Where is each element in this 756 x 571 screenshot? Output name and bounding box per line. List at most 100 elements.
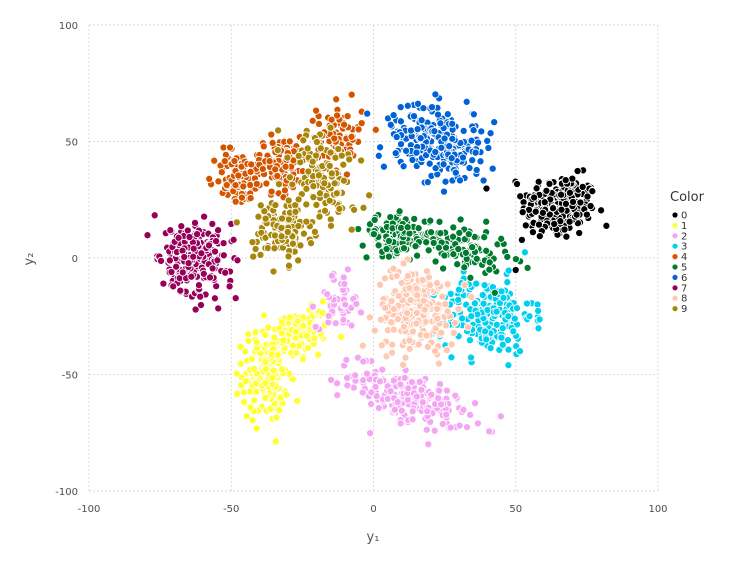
point-class-6 (439, 187, 449, 196)
point-class-7 (176, 286, 185, 295)
point-class-4 (217, 168, 226, 177)
point-class-7 (219, 239, 228, 248)
point-class-3 (466, 353, 476, 362)
legend-swatch-5 (672, 264, 678, 270)
point-class-7 (150, 211, 159, 220)
point-class-8 (420, 305, 429, 314)
point-class-5 (422, 238, 431, 247)
point-class-3 (472, 279, 481, 288)
point-class-9 (315, 212, 324, 221)
point-class-9 (294, 221, 303, 231)
point-class-4 (267, 130, 276, 139)
point-class-5 (482, 246, 491, 255)
point-class-8 (433, 314, 442, 323)
point-class-0 (512, 179, 522, 189)
x-tick-label: -100 (78, 504, 101, 515)
point-class-8 (387, 348, 397, 357)
point-class-6 (406, 126, 416, 135)
point-class-4 (205, 174, 214, 183)
point-class-6 (448, 119, 457, 128)
point-class-9 (339, 176, 348, 185)
point-class-9 (254, 212, 263, 221)
point-class-2 (397, 406, 406, 415)
point-class-9 (291, 207, 300, 216)
point-class-0 (597, 206, 606, 215)
point-class-1 (318, 297, 328, 306)
point-class-8 (405, 344, 414, 353)
point-class-2 (403, 395, 412, 404)
point-class-9 (269, 267, 278, 276)
point-class-5 (395, 207, 404, 216)
legend-label-4: 4 (681, 252, 687, 263)
point-class-1 (261, 330, 270, 339)
point-class-6 (374, 151, 383, 160)
point-class-9 (312, 137, 321, 147)
point-class-0 (530, 193, 539, 202)
point-class-9 (302, 184, 311, 193)
point-class-6 (455, 176, 465, 185)
point-class-2 (435, 386, 444, 395)
point-class-7 (174, 233, 183, 242)
point-class-8 (422, 331, 431, 340)
point-class-2 (347, 321, 356, 330)
y-tick-label: 0 (72, 254, 78, 265)
point-class-0 (565, 217, 574, 226)
point-class-6 (490, 118, 499, 127)
point-class-3 (478, 290, 487, 300)
point-class-1 (298, 355, 307, 364)
point-class-6 (471, 148, 480, 157)
point-class-1 (264, 323, 273, 332)
point-class-9 (249, 252, 258, 261)
point-class-9 (283, 153, 292, 162)
point-class-9 (277, 214, 287, 223)
point-class-9 (310, 227, 319, 236)
point-class-7 (191, 305, 200, 314)
point-class-0 (531, 207, 540, 216)
legend-label-5: 5 (681, 263, 687, 274)
point-class-0 (542, 186, 551, 195)
point-class-1 (233, 389, 242, 398)
points-layer (143, 90, 611, 449)
point-class-7 (193, 230, 202, 239)
point-class-9 (314, 171, 323, 180)
point-class-8 (433, 304, 442, 314)
point-class-8 (377, 341, 386, 350)
point-class-9 (302, 217, 311, 226)
point-class-3 (498, 324, 507, 333)
point-class-2 (371, 382, 380, 391)
y-tick-label: -50 (62, 371, 78, 382)
point-class-4 (214, 177, 223, 186)
legend-label-7: 7 (681, 283, 687, 294)
point-class-7 (205, 273, 215, 282)
point-class-0 (575, 228, 584, 238)
point-class-5 (485, 265, 494, 274)
point-class-9 (350, 205, 359, 214)
point-class-6 (392, 132, 401, 142)
point-class-8 (365, 313, 374, 322)
legend-swatch-7 (672, 285, 678, 291)
point-class-1 (336, 332, 346, 341)
point-class-6 (486, 129, 495, 138)
point-class-2 (343, 265, 352, 274)
point-class-7 (208, 264, 217, 273)
point-class-4 (230, 156, 239, 166)
point-class-3 (534, 324, 543, 333)
point-class-5 (431, 257, 440, 266)
point-class-4 (246, 180, 255, 190)
point-class-5 (370, 215, 379, 224)
point-class-7 (199, 269, 208, 278)
point-class-8 (460, 280, 469, 290)
point-class-7 (156, 256, 166, 265)
point-class-5 (411, 242, 420, 251)
point-class-3 (447, 353, 456, 362)
legend-swatch-4 (672, 254, 678, 260)
point-class-5 (403, 223, 412, 232)
point-class-9 (232, 218, 241, 227)
point-class-2 (442, 386, 451, 395)
point-class-1 (241, 377, 250, 386)
point-class-2 (308, 302, 317, 311)
point-class-2 (366, 429, 375, 438)
point-class-2 (340, 279, 349, 288)
point-class-5 (523, 263, 532, 272)
